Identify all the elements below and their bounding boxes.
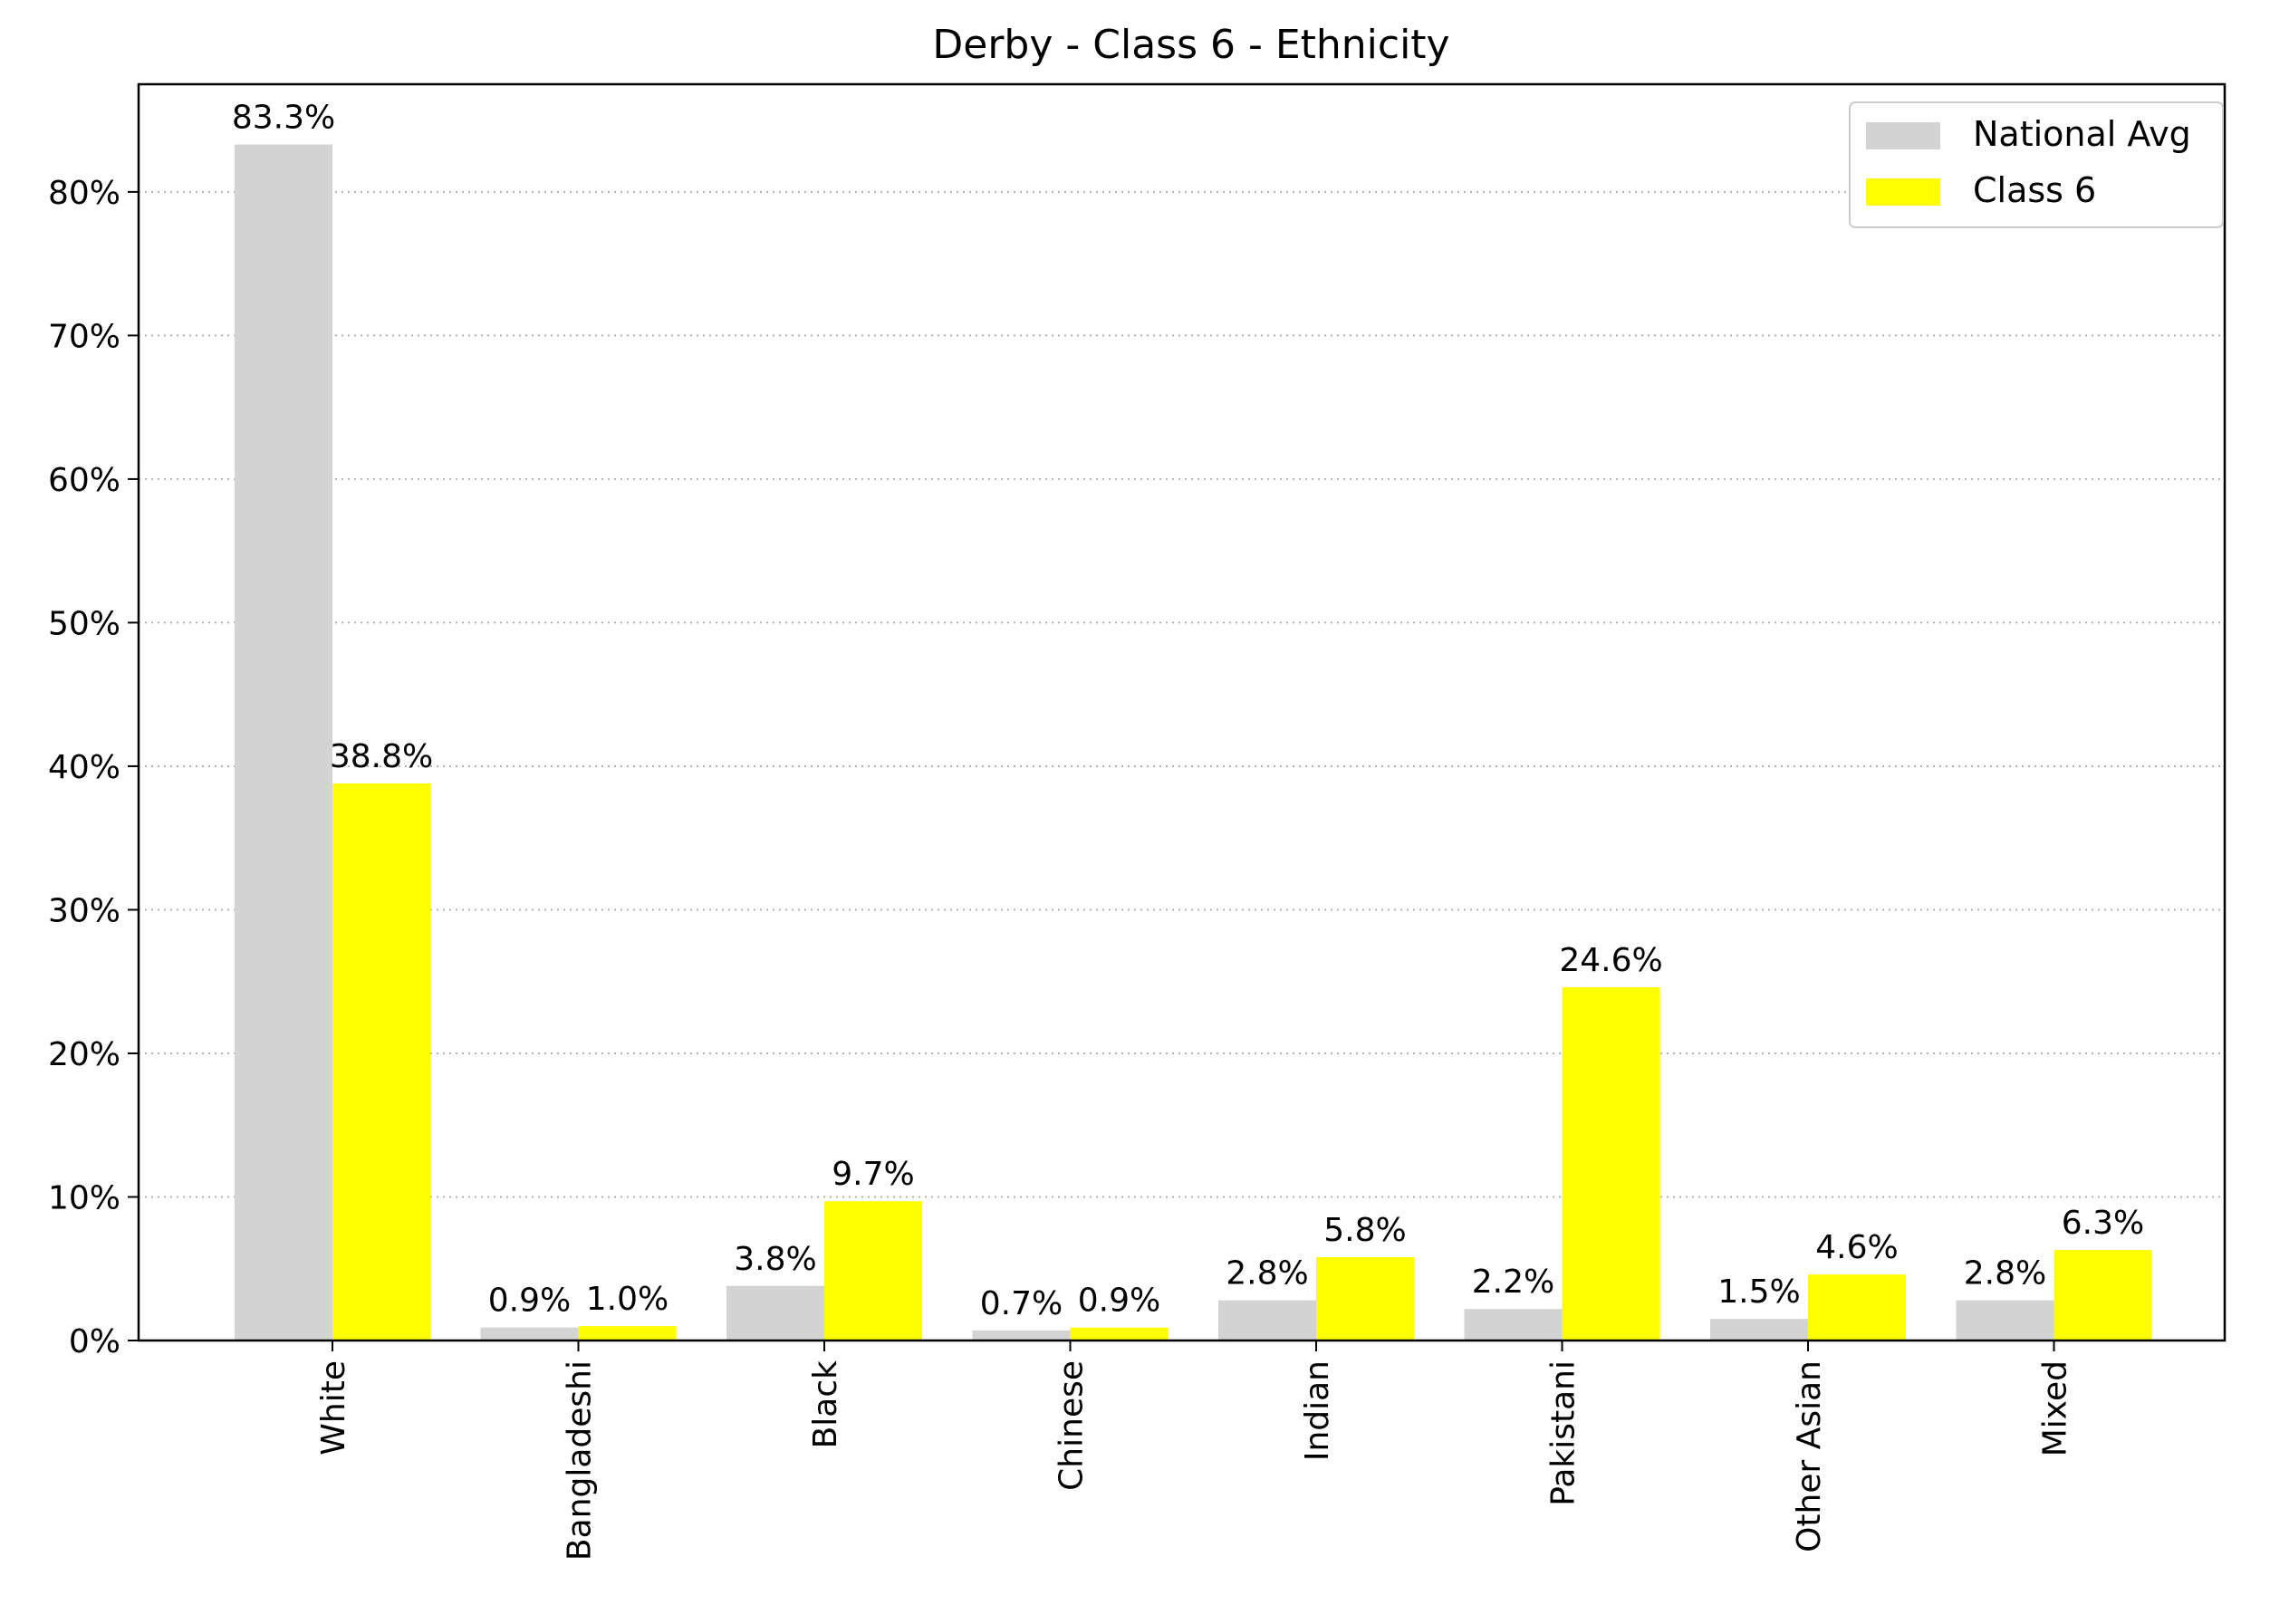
y-tick-label: 30% <box>48 892 120 929</box>
bar-value-label: 0.9% <box>488 1283 571 1320</box>
bar-national-avg <box>480 1327 579 1341</box>
bar-value-label: 4.6% <box>1815 1229 1898 1266</box>
bar-class-6 <box>1808 1274 1906 1341</box>
bar-national-avg <box>1956 1300 2054 1341</box>
bar-class-6 <box>332 783 430 1341</box>
x-tick-label: Mixed <box>2037 1360 2074 1456</box>
bar-value-label: 1.5% <box>1717 1273 1800 1311</box>
bar-value-label: 2.8% <box>1964 1255 2046 1292</box>
y-tick-label: 20% <box>48 1036 120 1073</box>
y-tick-label: 80% <box>48 175 120 212</box>
bar-value-label: 38.8% <box>330 738 433 775</box>
bar-class-6 <box>824 1201 922 1341</box>
y-tick-label: 70% <box>48 318 120 355</box>
legend-swatch <box>1866 122 1940 149</box>
x-axis: White Bangladeshi Black Chinese Indian Pakist… <box>315 1341 2074 1561</box>
chart-title: Derby - Class 6 - Ethnicity <box>932 22 1449 68</box>
bar-class-6 <box>578 1326 677 1341</box>
legend: National Avg Class 6 <box>1849 101 2224 228</box>
bar-value-label: 2.8% <box>1226 1255 1308 1292</box>
bar-national-avg <box>1218 1300 1316 1341</box>
bar-value-label: 24.6% <box>1559 942 1662 979</box>
bar-value-label: 6.3% <box>2062 1205 2144 1242</box>
x-tick-label: Other Asian <box>1791 1360 1828 1552</box>
x-tick-label: Bangladeshi <box>562 1360 599 1561</box>
bar-value-label: 1.0% <box>586 1281 668 1318</box>
x-tick-label: Black <box>807 1360 844 1449</box>
bar-class-6 <box>2054 1250 2152 1341</box>
y-tick-label: 40% <box>48 749 120 786</box>
bar-value-label: 5.8% <box>1323 1212 1406 1249</box>
legend-box <box>1849 101 2224 228</box>
bar-national-avg <box>1710 1319 1808 1341</box>
x-tick-label: Chinese <box>1053 1360 1091 1491</box>
bars <box>235 144 2152 1341</box>
y-tick-label: 10% <box>48 1179 120 1216</box>
bar-class-6 <box>1070 1327 1169 1341</box>
y-axis: 0% 10% 20% 30% 40% 50% 60% 70% 80% <box>48 175 139 1360</box>
bar-value-label: 83.3% <box>232 100 335 137</box>
x-tick-label: White <box>315 1360 352 1456</box>
bar-national-avg <box>972 1330 1071 1341</box>
plot-frame <box>137 82 2227 1342</box>
bar-value-label: 9.7% <box>832 1156 914 1193</box>
y-tick-label: 0% <box>69 1323 120 1360</box>
bar-value-label: 3.8% <box>734 1241 816 1278</box>
bar-value-label: 0.9% <box>1078 1283 1160 1320</box>
y-tick-label: 60% <box>48 462 120 499</box>
bar-national-avg <box>726 1285 824 1341</box>
legend-entry: National Avg <box>1973 114 2191 154</box>
bar-value-label: 2.2% <box>1472 1264 1554 1301</box>
bar-national-avg <box>235 144 332 1341</box>
x-tick-label: Pakistani <box>1545 1360 1582 1506</box>
bar-class-6 <box>1562 987 1660 1341</box>
bar-value-label: 0.7% <box>980 1285 1063 1322</box>
bar-labels: 83.3% 38.8% 0.9% 1.0% 3.8% 9.7% 0.7% 0.9% 2.8% 5.… <box>232 100 2144 1322</box>
legend-entry: Class 6 <box>1973 170 2096 210</box>
x-tick-label: Indian <box>1299 1360 1336 1461</box>
y-tick-label: 50% <box>48 605 120 642</box>
legend-swatch <box>1866 178 1940 206</box>
bar-national-avg <box>1464 1309 1563 1341</box>
bar-class-6 <box>1316 1257 1414 1341</box>
